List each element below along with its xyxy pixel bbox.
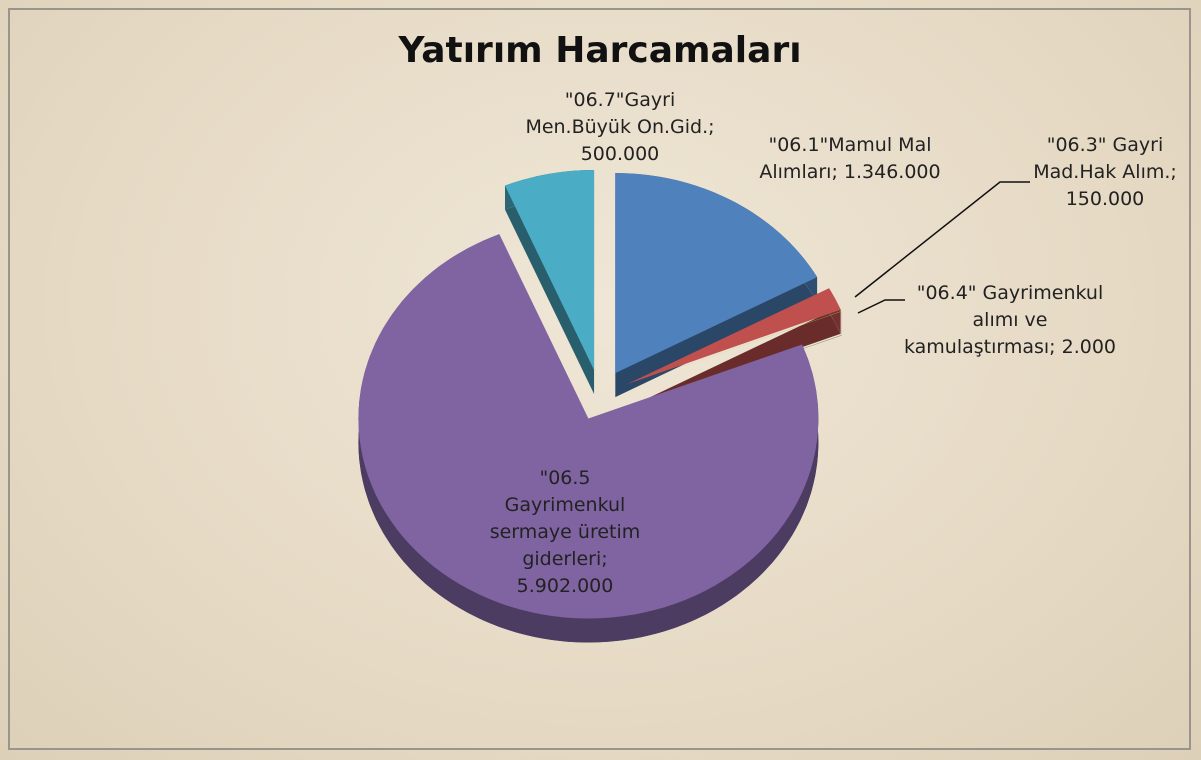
data-label: "06.5 Gayrimenkul sermaye üretim giderle…	[480, 465, 650, 600]
value-label: 500.000	[580, 143, 660, 165]
slice	[358, 234, 819, 619]
data-label: "06.1"Mamul Mal Alımları; 1.346.000	[740, 132, 960, 186]
slice	[615, 173, 818, 374]
value-label: 150.000	[1065, 188, 1145, 210]
label-separator: ;	[1049, 336, 1056, 358]
data-label: "06.3" Gayri Mad.Hak Alım.; 150.000	[1020, 132, 1190, 213]
chart-title: Yatırım Harcamaları	[398, 30, 802, 71]
category-label: "06.4" Gayrimenkul alımı ve kamulaştırma…	[903, 282, 1104, 358]
value-label: 1.346.000	[843, 161, 941, 183]
slice	[627, 311, 842, 386]
label-separator: ;	[1170, 161, 1177, 183]
category-label: "06.1"Mamul Mal Alımları	[759, 134, 932, 183]
slice	[627, 288, 841, 385]
leader-line	[857, 299, 905, 314]
category-label: "06.3" Gayri Mad.Hak Alım.	[1033, 134, 1171, 183]
slice	[505, 170, 595, 371]
value-label: 2.000	[1061, 336, 1117, 358]
leader-line	[854, 181, 1030, 298]
data-label: "06.4" Gayrimenkul alımı ve kamulaştırma…	[903, 280, 1118, 361]
slice-bottom	[627, 312, 841, 409]
data-label: "06.7"Gayri Men.Büyük On.Gid.; 500.000	[520, 87, 720, 168]
label-separator: ;	[831, 161, 838, 183]
label-separator: ;	[601, 548, 608, 570]
label-separator: ;	[708, 116, 715, 138]
value-label: 5.902.000	[516, 575, 614, 597]
category-label: "06.5 Gayrimenkul sermaye üretim giderle…	[489, 467, 641, 570]
frame	[8, 8, 1191, 750]
category-label: "06.7"Gayri Men.Büyük On.Gid.	[525, 89, 709, 138]
